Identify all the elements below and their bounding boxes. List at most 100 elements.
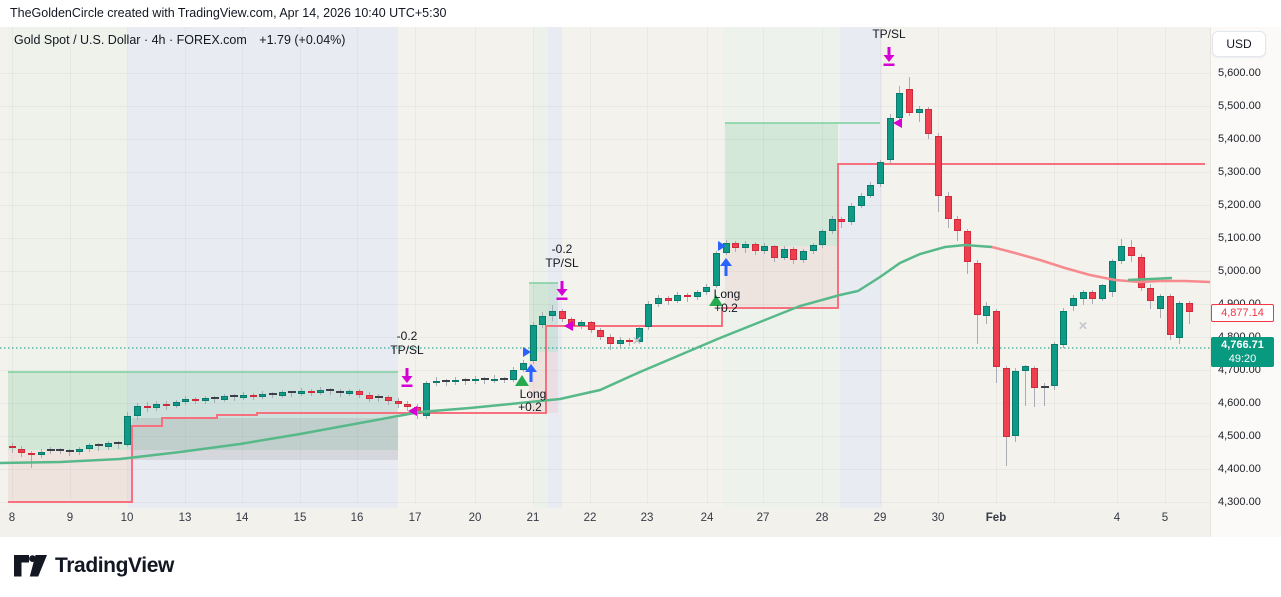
candle[interactable] bbox=[27, 453, 35, 456]
candle[interactable] bbox=[1176, 303, 1184, 338]
candle[interactable] bbox=[1137, 256, 1145, 288]
candle[interactable] bbox=[770, 246, 778, 258]
candle[interactable] bbox=[201, 398, 209, 402]
candle[interactable] bbox=[326, 388, 335, 391]
candle[interactable] bbox=[867, 184, 875, 196]
candle[interactable] bbox=[713, 252, 720, 286]
candle[interactable] bbox=[944, 195, 952, 219]
candle[interactable] bbox=[896, 92, 904, 118]
candle[interactable] bbox=[230, 395, 238, 398]
candle[interactable] bbox=[606, 337, 614, 345]
candle[interactable] bbox=[172, 402, 180, 407]
candle[interactable] bbox=[355, 391, 363, 395]
candle[interactable] bbox=[674, 294, 682, 301]
candle[interactable] bbox=[1127, 246, 1135, 257]
exchange-label[interactable]: FOREX.com bbox=[176, 33, 247, 47]
candle[interactable] bbox=[751, 243, 759, 252]
candle[interactable] bbox=[1012, 370, 1020, 436]
candle[interactable] bbox=[655, 298, 663, 304]
candle[interactable] bbox=[46, 448, 55, 451]
candle[interactable] bbox=[809, 245, 817, 252]
candle[interactable] bbox=[374, 396, 383, 399]
candle[interactable] bbox=[1031, 368, 1039, 389]
candle[interactable] bbox=[500, 377, 509, 380]
candle[interactable] bbox=[133, 405, 141, 417]
candle[interactable] bbox=[37, 451, 45, 456]
candle[interactable] bbox=[153, 403, 161, 408]
candle[interactable] bbox=[963, 231, 971, 262]
candle[interactable] bbox=[886, 117, 894, 161]
candle[interactable] bbox=[452, 379, 460, 383]
candle[interactable] bbox=[992, 310, 1000, 367]
candle[interactable] bbox=[1099, 284, 1106, 299]
candle[interactable] bbox=[645, 304, 653, 328]
symbol-name[interactable]: Gold Spot / U.S. Dollar bbox=[14, 33, 141, 47]
candle[interactable] bbox=[548, 311, 556, 316]
candle[interactable] bbox=[558, 311, 566, 319]
candle[interactable] bbox=[220, 396, 228, 400]
candle[interactable] bbox=[906, 88, 913, 113]
candle[interactable] bbox=[65, 449, 74, 452]
candle[interactable] bbox=[1166, 295, 1174, 336]
candle[interactable] bbox=[1002, 368, 1010, 438]
candle[interactable] bbox=[828, 218, 836, 232]
candle[interactable] bbox=[287, 391, 296, 394]
candle[interactable] bbox=[461, 378, 470, 381]
candle[interactable] bbox=[143, 405, 151, 408]
candle[interactable] bbox=[18, 448, 26, 454]
time-axis[interactable] bbox=[0, 508, 1210, 537]
candle[interactable] bbox=[471, 379, 479, 382]
candle[interactable] bbox=[124, 416, 132, 446]
candle[interactable] bbox=[693, 292, 701, 298]
candle[interactable] bbox=[8, 445, 16, 449]
candle[interactable] bbox=[384, 397, 392, 402]
candle[interactable] bbox=[761, 246, 769, 252]
currency-usd-button[interactable]: USD bbox=[1212, 31, 1266, 57]
candle[interactable] bbox=[1021, 366, 1029, 371]
candle[interactable] bbox=[442, 379, 451, 382]
candle[interactable] bbox=[741, 243, 749, 248]
candle[interactable] bbox=[114, 442, 123, 445]
candle[interactable] bbox=[191, 399, 199, 402]
candle[interactable] bbox=[819, 231, 827, 246]
candle[interactable] bbox=[105, 443, 112, 448]
candle[interactable] bbox=[1050, 344, 1058, 386]
candle[interactable] bbox=[162, 403, 170, 407]
candle[interactable] bbox=[85, 445, 93, 450]
candle[interactable] bbox=[336, 390, 345, 393]
candle[interactable] bbox=[539, 315, 547, 326]
candle[interactable] bbox=[877, 162, 884, 185]
candle[interactable] bbox=[423, 383, 431, 417]
candle[interactable] bbox=[433, 380, 441, 384]
candle[interactable] bbox=[1060, 310, 1068, 346]
price-axis[interactable] bbox=[1210, 27, 1281, 537]
candle[interactable] bbox=[1185, 302, 1193, 312]
candle[interactable] bbox=[394, 401, 402, 404]
candle[interactable] bbox=[703, 286, 711, 293]
candle[interactable] bbox=[954, 218, 962, 232]
candle[interactable] bbox=[365, 394, 373, 399]
candle[interactable] bbox=[1118, 245, 1126, 262]
candle[interactable] bbox=[298, 390, 305, 395]
candle[interactable] bbox=[76, 449, 83, 453]
candle[interactable] bbox=[210, 397, 219, 400]
candle[interactable] bbox=[664, 298, 672, 301]
candle[interactable] bbox=[616, 339, 624, 345]
candle[interactable] bbox=[684, 294, 691, 298]
candle[interactable] bbox=[1108, 261, 1116, 293]
candle[interactable] bbox=[925, 109, 933, 135]
candle[interactable] bbox=[268, 392, 277, 395]
candle[interactable] bbox=[307, 390, 315, 394]
candle[interactable] bbox=[790, 248, 798, 261]
candle[interactable] bbox=[1147, 287, 1155, 302]
candle[interactable] bbox=[587, 322, 595, 331]
tradingview-logo[interactable]: TradingView bbox=[14, 554, 174, 578]
candle[interactable] bbox=[56, 448, 65, 451]
candle[interactable] bbox=[480, 378, 489, 381]
candle[interactable] bbox=[346, 391, 354, 394]
candle[interactable] bbox=[94, 444, 103, 447]
candle[interactable] bbox=[983, 305, 991, 317]
candle[interactable] bbox=[838, 218, 846, 223]
chart-legend[interactable]: Gold Spot / U.S. Dollar · 4h · FOREX.com… bbox=[14, 33, 345, 47]
candle[interactable] bbox=[317, 389, 325, 394]
